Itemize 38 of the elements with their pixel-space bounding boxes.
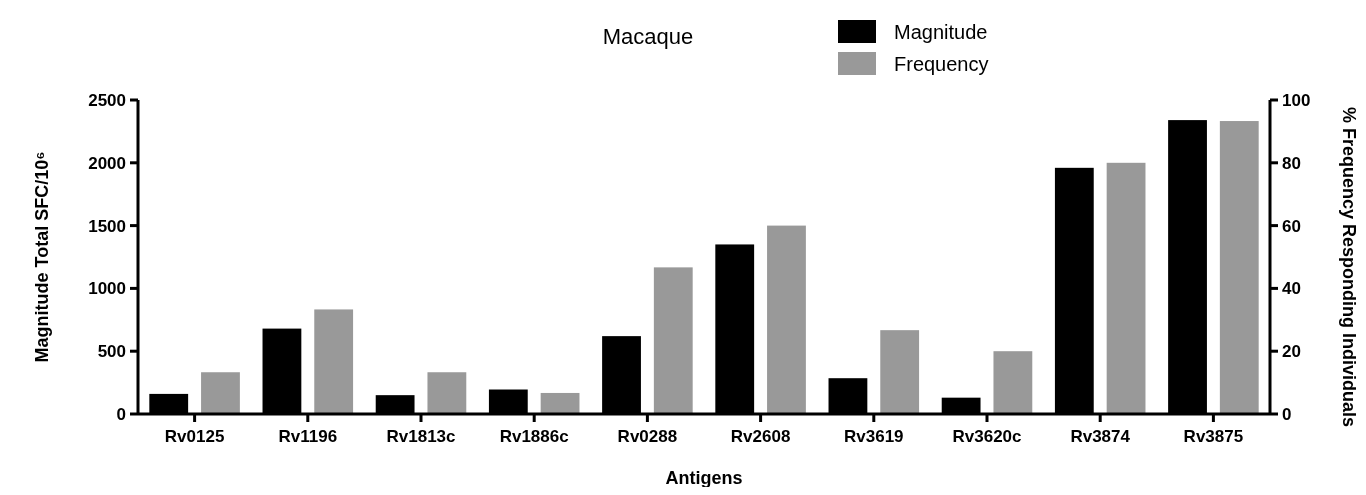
x-tick-label: Rv1813c bbox=[386, 427, 456, 446]
y2-tick-label: 60 bbox=[1282, 216, 1301, 236]
x-tick-label: Rv2608 bbox=[730, 427, 791, 446]
bar bbox=[427, 372, 467, 414]
y2-axis-title: % Frequency Responding Individuals bbox=[1339, 106, 1359, 428]
bar bbox=[201, 372, 240, 414]
y2-tick-label: 40 bbox=[1282, 279, 1301, 299]
bar bbox=[767, 225, 806, 414]
bar bbox=[1106, 162, 1146, 414]
x-tick-label: Rv3619 bbox=[844, 427, 904, 446]
x-tick-label: Rv3874 bbox=[1070, 427, 1131, 446]
x-tick-label: Rv1886c bbox=[499, 427, 569, 446]
y2-tick-label: 100 bbox=[1282, 90, 1311, 110]
legend-label: Frequency bbox=[894, 53, 989, 75]
y-tick-label: 2000 bbox=[88, 153, 126, 173]
y-tick-label: 0 bbox=[116, 404, 126, 424]
x-tick-label: Rv3875 bbox=[1183, 427, 1244, 446]
x-tick-label: Rv3620c bbox=[952, 427, 1022, 446]
bar bbox=[314, 309, 354, 414]
bar bbox=[1219, 121, 1259, 414]
chart-title: Macaque bbox=[602, 24, 694, 49]
y-axis-title: Magnitude Total SFC/10⁶ bbox=[32, 151, 52, 363]
x-tick-label: Rv0125 bbox=[164, 427, 225, 446]
y2-tick-label: 80 bbox=[1282, 153, 1301, 173]
x-tick-label: Rv1196 bbox=[278, 427, 338, 446]
legend-label: Magnitude bbox=[894, 21, 988, 43]
x-axis-title: Antigens bbox=[665, 468, 743, 488]
bar bbox=[880, 330, 920, 414]
x-tick-label: Rv0288 bbox=[617, 427, 678, 446]
bar bbox=[653, 267, 693, 414]
y2-tick-label: 0 bbox=[1282, 404, 1292, 424]
y-tick-label: 2500 bbox=[88, 90, 126, 110]
bar bbox=[540, 392, 580, 414]
y-tick-label: 500 bbox=[97, 342, 126, 362]
bar bbox=[993, 351, 1033, 414]
y-tick-label: 1500 bbox=[88, 216, 126, 236]
y-tick-label: 1000 bbox=[88, 279, 126, 299]
y2-tick-label: 20 bbox=[1282, 342, 1301, 362]
